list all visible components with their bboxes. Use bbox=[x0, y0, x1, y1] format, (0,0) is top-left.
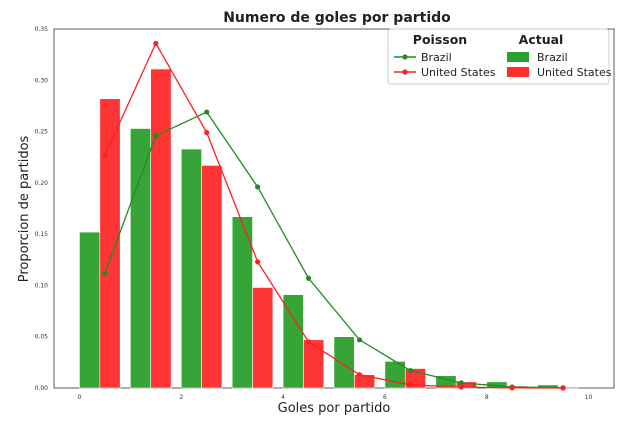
bars-layer bbox=[79, 68, 579, 389]
bar-brazil-4 bbox=[282, 294, 304, 389]
point-poisson-united-states-6 bbox=[407, 382, 413, 388]
x-tick-label-8: 8 bbox=[485, 394, 489, 401]
y-tick-label-0.10: 0.10 bbox=[35, 282, 49, 289]
bar-brazil-2 bbox=[180, 148, 202, 389]
point-poisson-brazil-3 bbox=[255, 184, 261, 190]
point-poisson-brazil-1 bbox=[153, 133, 159, 139]
legend-label-poisson-usa: United States bbox=[421, 66, 496, 79]
y-tick-label-0.05: 0.05 bbox=[35, 334, 49, 341]
legend: Poisson Actual Brazil United States Braz… bbox=[387, 28, 612, 85]
legend-marker-brazil bbox=[402, 54, 408, 60]
bar-united-states-3 bbox=[252, 287, 274, 389]
y-tick-label-0.15: 0.15 bbox=[35, 231, 49, 238]
point-poisson-brazil-0 bbox=[102, 270, 108, 276]
point-poisson-united-states-5 bbox=[356, 372, 363, 378]
legend-swatch-brazil bbox=[507, 52, 529, 62]
point-poisson-united-states-9 bbox=[560, 385, 566, 391]
legend-box bbox=[387, 28, 610, 85]
bar-united-states-2 bbox=[201, 165, 223, 389]
bar-united-states-0 bbox=[99, 98, 121, 389]
legend-label-actual-usa: United States bbox=[537, 66, 612, 79]
line-poisson-united-states bbox=[104, 41, 564, 389]
bar-brazil-0 bbox=[79, 231, 101, 389]
point-poisson-united-states-8 bbox=[509, 385, 515, 391]
point-poisson-brazil-2 bbox=[204, 109, 210, 115]
legend-swatch-usa bbox=[507, 67, 529, 77]
point-poisson-brazil-6 bbox=[407, 367, 413, 374]
lines-layer bbox=[102, 40, 566, 391]
legend-marker-usa bbox=[402, 69, 408, 75]
x-axis-label: Goles por partido bbox=[278, 401, 391, 416]
bar-united-states-4 bbox=[303, 339, 325, 389]
bar-brazil-1 bbox=[130, 128, 152, 389]
chart-title: Numero de goles por partido bbox=[223, 10, 451, 26]
x-axis-ticks: 0 2 4 6 8 10 bbox=[78, 394, 593, 401]
point-poisson-brazil-7 bbox=[458, 380, 464, 386]
bar-united-states-7 bbox=[455, 381, 477, 389]
bar-united-states-1 bbox=[150, 68, 172, 389]
x-tick-label-10: 10 bbox=[585, 394, 593, 401]
x-tick-label-0: 0 bbox=[78, 394, 82, 401]
point-poisson-united-states-4 bbox=[305, 339, 312, 345]
point-poisson-united-states-3 bbox=[255, 259, 261, 265]
point-poisson-united-states-2 bbox=[204, 129, 210, 136]
point-poisson-brazil-5 bbox=[356, 337, 363, 343]
legend-label-actual-brazil: Brazil bbox=[537, 51, 568, 64]
y-axis-ticks: 0.00 0.05 0.10 0.15 0.20 0.25 0.30 0.35 bbox=[35, 26, 49, 392]
point-poisson-united-states-7 bbox=[458, 384, 464, 390]
legend-title-poisson: Poisson bbox=[413, 32, 467, 47]
point-poisson-united-states-0 bbox=[102, 152, 108, 158]
y-axis-label: Proporcion de partidos bbox=[17, 135, 32, 282]
y-tick-label-0.20: 0.20 bbox=[35, 180, 49, 187]
y-tick-label-0.25: 0.25 bbox=[35, 129, 49, 136]
y-tick-label-0.35: 0.35 bbox=[35, 26, 49, 33]
x-tick-label-2: 2 bbox=[179, 394, 183, 401]
point-poisson-brazil-4 bbox=[305, 275, 312, 281]
legend-title-actual: Actual bbox=[519, 32, 564, 47]
y-tick-label-0.30: 0.30 bbox=[35, 77, 49, 84]
bar-united-states-5 bbox=[354, 374, 376, 389]
x-tick-label-6: 6 bbox=[383, 394, 387, 401]
y-tick-label-0.00: 0.00 bbox=[35, 385, 49, 392]
x-tick-label-4: 4 bbox=[281, 394, 285, 401]
point-poisson-united-states-1 bbox=[153, 40, 159, 46]
legend-label-poisson-brazil: Brazil bbox=[421, 51, 452, 64]
bar-brazil-5 bbox=[333, 336, 355, 389]
line-poisson-brazil bbox=[104, 111, 564, 389]
